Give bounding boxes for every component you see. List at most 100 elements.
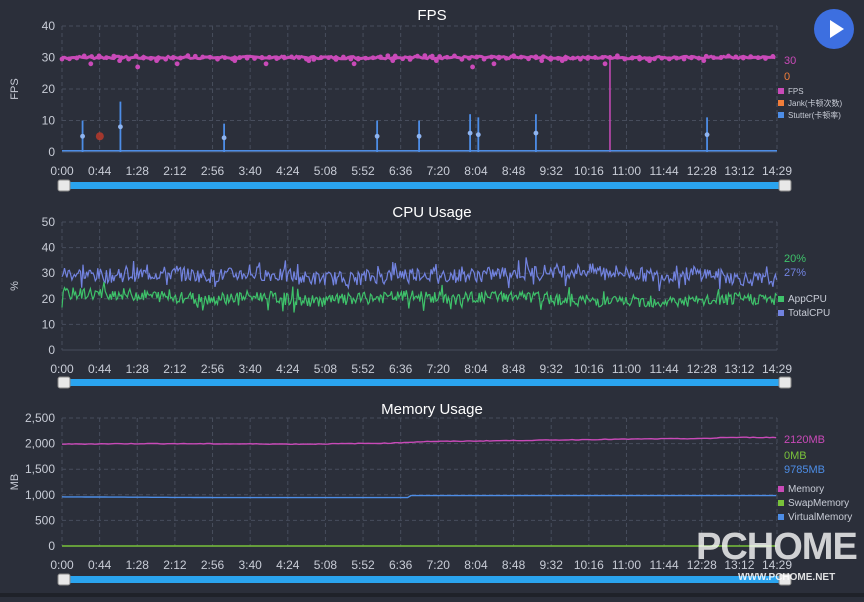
y-tick-label: 40 <box>42 19 56 33</box>
legend-swatch <box>778 296 784 302</box>
x-tick-label: 9:32 <box>540 164 564 178</box>
fps-point <box>444 54 450 60</box>
stutter-point <box>467 130 473 136</box>
time-range-slider-track[interactable] <box>62 576 787 583</box>
fps-point <box>437 54 443 59</box>
x-tick-label: 10:16 <box>574 164 604 178</box>
play-button[interactable] <box>814 9 854 49</box>
fps-dip-point <box>433 58 439 64</box>
x-tick-label: 4:24 <box>276 362 300 376</box>
fps-point <box>459 56 465 62</box>
fps-point <box>614 53 620 59</box>
fps-point <box>489 54 494 60</box>
fps-point <box>81 53 87 59</box>
fps-point <box>652 56 657 62</box>
fps-point <box>348 56 354 62</box>
fps-point <box>503 55 509 61</box>
fps-point <box>289 54 294 60</box>
fps-point <box>429 53 435 59</box>
fps-point <box>415 53 420 59</box>
fps-point <box>252 56 257 61</box>
fps-point <box>170 55 176 61</box>
x-tick-label: 11:44 <box>650 164 679 178</box>
time-range-slider-track[interactable] <box>62 379 787 386</box>
legend-entry: SwapMemory <box>788 498 849 509</box>
fps-point <box>711 55 717 61</box>
slider-handle-start[interactable] <box>57 376 71 389</box>
legend-entry: FPS <box>788 87 804 96</box>
slider-handle-start[interactable] <box>57 179 71 192</box>
x-tick-label: 3:40 <box>238 164 262 178</box>
fps-point <box>392 53 398 59</box>
fps-dip-point <box>135 64 141 70</box>
x-tick-label: 13:12 <box>724 558 754 572</box>
fps-point <box>274 56 280 61</box>
fps-point <box>481 56 487 62</box>
x-tick-label: 7:20 <box>427 558 451 572</box>
chart-panel-2: Memory Usage MB 0 500 1,000 1,500 2,000 2,500 0:… <box>9 401 852 586</box>
y-axis-label: MB <box>9 474 21 491</box>
fps-dip-point <box>491 61 497 67</box>
y-tick-label: 40 <box>42 241 56 255</box>
fps-point <box>163 56 169 62</box>
fps-point <box>104 55 109 61</box>
time-range-slider-track[interactable] <box>62 182 787 189</box>
fps-dip-point <box>306 58 312 64</box>
fps-point <box>659 55 665 61</box>
x-tick-label: 0:00 <box>50 362 74 376</box>
fps-dip-point <box>602 61 608 67</box>
x-tick-label: 11:44 <box>650 362 679 376</box>
x-tick-label: 11:00 <box>612 362 641 376</box>
fps-point <box>185 53 191 59</box>
fps-point <box>400 56 406 62</box>
fps-point <box>474 54 480 60</box>
x-tick-label: 1:28 <box>126 164 150 178</box>
stutter-point <box>475 132 481 138</box>
legend-entry: Stutter(卡顿率) <box>788 110 841 120</box>
fps-point <box>215 56 220 62</box>
x-tick-label: 14:29 <box>762 164 792 178</box>
y-tick-label: 1,500 <box>25 462 55 476</box>
slider-handle-end[interactable] <box>778 573 792 586</box>
jank-marker <box>95 132 104 141</box>
slider-handle-end[interactable] <box>778 179 792 192</box>
x-tick-label: 7:20 <box>427 164 451 178</box>
fps-dip-point <box>390 58 396 64</box>
y-tick-label: 1,000 <box>25 488 55 502</box>
fps-point <box>740 55 746 61</box>
fps-point <box>674 55 680 61</box>
x-tick-label: 2:12 <box>163 362 187 376</box>
fps-dip-point <box>154 58 160 64</box>
fps-dip-point <box>539 58 545 64</box>
fps-dip-point <box>351 61 357 67</box>
x-tick-label: 2:56 <box>201 362 225 376</box>
chart-title: CPU Usage <box>392 204 471 221</box>
legend-entry: VirtualMemory <box>788 512 852 523</box>
current-value-readout: 30 <box>784 55 796 67</box>
x-tick-label: 6:36 <box>389 164 413 178</box>
fps-point <box>540 54 546 60</box>
x-tick-label: 4:24 <box>276 164 300 178</box>
y-tick-label: 50 <box>42 215 56 229</box>
x-tick-label: 9:32 <box>540 362 564 376</box>
stutter-point <box>533 130 539 136</box>
legend-swatch <box>778 486 784 492</box>
x-tick-label: 8:48 <box>502 362 526 376</box>
fps-point <box>333 56 339 62</box>
x-tick-label: 13:12 <box>724 164 754 178</box>
fps-point <box>518 54 524 60</box>
slider-handle-end[interactable] <box>778 376 792 389</box>
fps-point <box>496 55 502 61</box>
slider-handle-start[interactable] <box>57 573 71 586</box>
stutter-point <box>416 133 422 139</box>
x-tick-label: 10:16 <box>574 558 604 572</box>
fps-point <box>548 56 554 62</box>
fps-point <box>192 53 198 59</box>
y-tick-label: 2,000 <box>25 437 55 451</box>
x-tick-label: 5:08 <box>314 362 338 376</box>
fps-point <box>533 54 539 60</box>
y-tick-label: 30 <box>42 51 56 65</box>
fps-point <box>74 55 80 61</box>
fps-point <box>770 54 776 59</box>
